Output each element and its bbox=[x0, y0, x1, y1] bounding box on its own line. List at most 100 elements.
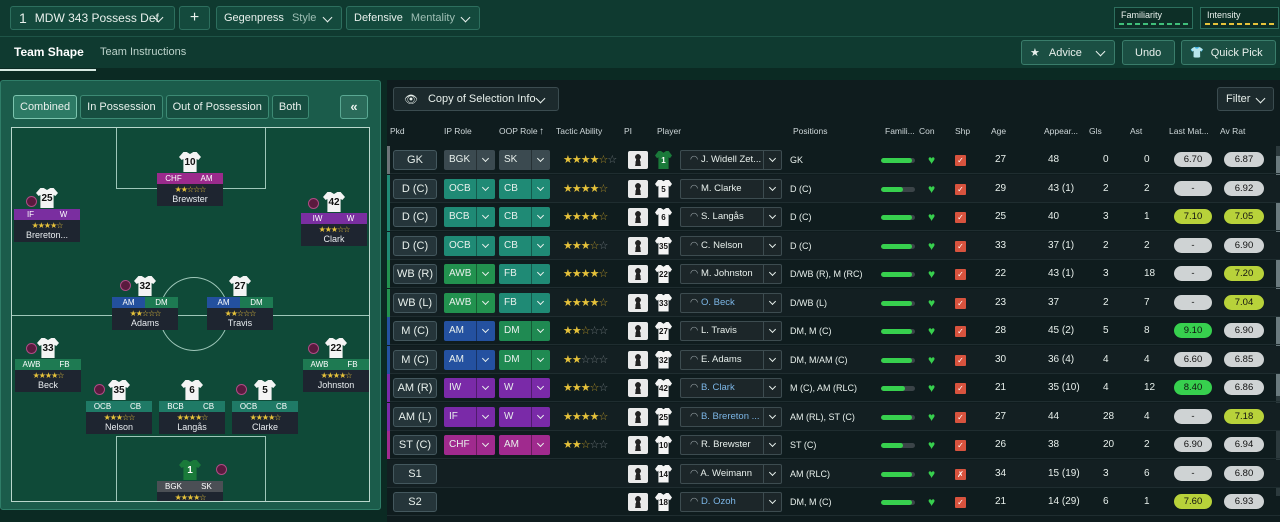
filter-button[interactable]: Filter bbox=[1217, 87, 1274, 111]
col-header-age[interactable]: Age bbox=[991, 126, 1006, 136]
pitch-player[interactable]: 27 AM DM ★★☆☆☆ Travis bbox=[207, 276, 273, 330]
oop-role-selector[interactable]: W bbox=[499, 407, 550, 427]
pitch-player[interactable]: 1BGKSK★★★★☆Widell Ze... bbox=[157, 460, 223, 502]
player-dropdown-chevron[interactable] bbox=[763, 435, 782, 455]
position-slot[interactable]: D (C) bbox=[393, 179, 437, 199]
tab-team-instructions[interactable]: Team Instructions bbox=[100, 46, 186, 58]
col-header-ip-role[interactable]: IP Role bbox=[444, 126, 472, 136]
oop-role-selector[interactable]: FB bbox=[499, 264, 550, 284]
oop-role-selector[interactable]: CB bbox=[499, 207, 550, 227]
col-header-condition[interactable]: Con bbox=[919, 126, 935, 136]
familiarity-meter[interactable]: Familiarity bbox=[1114, 7, 1193, 29]
table-row[interactable]: M (C) AM DM ★★☆☆☆ 32 ◠ E. Adams DM, M/AM (C) ♥ ✓… bbox=[387, 346, 1280, 374]
player-dropdown-chevron[interactable] bbox=[763, 150, 782, 170]
player-instructions-icon[interactable] bbox=[628, 180, 648, 198]
mentality-dropdown[interactable]: Defensive Mentality bbox=[346, 6, 480, 30]
table-row[interactable]: WB (L) AWB FB ★★★★☆ 33 ◠ O. Beck D/WB (L) ♥ ✓ 23 3… bbox=[387, 289, 1280, 317]
position-slot[interactable]: M (C) bbox=[393, 321, 437, 341]
col-header-oop-role[interactable]: OOP Role bbox=[499, 126, 538, 136]
table-row[interactable]: S1 14 ◠ A. Weimann AM (RLC) ♥ ✗ 34 15 (19) 3 6-6.… bbox=[387, 460, 1280, 488]
filter-combined[interactable]: Combined bbox=[13, 95, 77, 119]
table-row[interactable]: D (C) BCB CB ★★★★☆ 6 ◠ S. Langås D (C) ♥ ✓ 25 40 3 1… bbox=[387, 203, 1280, 231]
oop-role-selector[interactable]: DM bbox=[499, 321, 550, 341]
table-row[interactable]: GK BGK SK ★★★★☆☆ 1 ◠ J. Widell Zet... GK ♥ ✓ 27 48… bbox=[387, 146, 1280, 174]
player-instructions-icon[interactable] bbox=[628, 408, 648, 426]
position-slot[interactable]: AM (R) bbox=[393, 378, 437, 398]
oop-role-selector[interactable]: FB bbox=[499, 293, 550, 313]
add-tactic-button[interactable]: + bbox=[179, 6, 210, 30]
col-header-pi[interactable]: PI bbox=[624, 126, 632, 136]
player-instructions-icon[interactable] bbox=[628, 237, 648, 255]
position-slot[interactable]: GK bbox=[393, 150, 437, 170]
undo-button[interactable]: Undo bbox=[1122, 40, 1175, 65]
player-instructions-icon[interactable] bbox=[628, 351, 648, 369]
player-dropdown-chevron[interactable] bbox=[763, 321, 782, 341]
table-row[interactable]: AM (L) IF W ★★★★☆ 25 ◠ B. Brereton ... AM (RL)… bbox=[387, 403, 1280, 431]
ip-role-selector[interactable]: AWB bbox=[444, 293, 495, 313]
tab-team-shape[interactable]: Team Shape bbox=[14, 45, 84, 59]
ip-role-selector[interactable]: AWB bbox=[444, 264, 495, 284]
oop-role-selector[interactable]: SK bbox=[499, 150, 550, 170]
position-slot[interactable]: D (C) bbox=[393, 207, 437, 227]
filter-out-of-possession[interactable]: Out of Possession bbox=[166, 95, 269, 119]
col-header-goals[interactable]: Gls bbox=[1089, 126, 1102, 136]
player-instructions-icon[interactable] bbox=[628, 151, 648, 169]
player-instructions-icon[interactable] bbox=[628, 436, 648, 454]
tactic-selector[interactable]: 1 MDW 343 Possess Def bbox=[10, 6, 175, 30]
player-instructions-icon[interactable] bbox=[628, 322, 648, 340]
ip-role-selector[interactable]: IF bbox=[444, 407, 495, 427]
player-dropdown-chevron[interactable] bbox=[763, 293, 782, 313]
player-dropdown-chevron[interactable] bbox=[763, 207, 782, 227]
player-instructions-icon[interactable] bbox=[628, 493, 648, 511]
table-row[interactable]: D (C) OCB CB ★★★★☆ 5 ◠ M. Clarke D (C) ♥ ✓ 29 43 (… bbox=[387, 175, 1280, 203]
pitch-player[interactable]: 25 IF W ★★★★☆ Brereton... bbox=[14, 188, 80, 242]
col-header-last-match[interactable]: Last Mat... bbox=[1169, 126, 1209, 136]
col-header-average-rating[interactable]: Av Rat bbox=[1220, 126, 1245, 136]
collapse-panel-button[interactable]: « bbox=[340, 95, 368, 119]
table-row[interactable]: WB (R) AWB FB ★★★★☆ 22 ◠ M. Johnston D/WB (R),… bbox=[387, 260, 1280, 288]
player-dropdown-chevron[interactable] bbox=[763, 236, 782, 256]
position-slot[interactable]: S2 bbox=[393, 492, 437, 512]
position-slot[interactable]: ST (C) bbox=[393, 435, 437, 455]
oop-role-selector[interactable]: DM bbox=[499, 350, 550, 370]
ip-role-selector[interactable]: IW bbox=[444, 378, 495, 398]
position-slot[interactable]: WB (R) bbox=[393, 264, 437, 284]
player-dropdown-chevron[interactable] bbox=[763, 492, 782, 512]
table-row[interactable]: ST (C) CHF AM ★★☆☆☆ 10 ◠ R. Brewster ST (C) ♥ ✓ 2… bbox=[387, 431, 1280, 459]
oop-role-selector[interactable]: AM bbox=[499, 435, 550, 455]
table-row[interactable]: AM (R) IW W ★★★☆☆ 42 ◠ B. Clark M (C), AM (RLC… bbox=[387, 374, 1280, 402]
player-instructions-icon[interactable] bbox=[628, 379, 648, 397]
oop-role-selector[interactable]: CB bbox=[499, 236, 550, 256]
table-row[interactable]: S2 18 ◠ D. Ozoh DM, M (C) ♥ ✓ 21 14 (29) 6 1 7.60 6… bbox=[387, 488, 1280, 516]
pitch-player[interactable]: 6 BCB CB ★★★★☆ Langås bbox=[159, 380, 225, 434]
col-header-familiarity[interactable]: Famili... bbox=[885, 126, 915, 136]
col-header-pkd[interactable]: Pkd bbox=[390, 126, 405, 136]
oop-role-selector[interactable]: CB bbox=[499, 179, 550, 199]
ip-role-selector[interactable]: BCB bbox=[444, 207, 495, 227]
player-dropdown-chevron[interactable] bbox=[763, 350, 782, 370]
ip-role-selector[interactable]: AM bbox=[444, 321, 495, 341]
ip-role-selector[interactable]: BGK bbox=[444, 150, 495, 170]
player-dropdown-chevron[interactable] bbox=[763, 264, 782, 284]
player-dropdown-chevron[interactable] bbox=[763, 407, 782, 427]
col-header-tactic-ability[interactable]: Tactic Ability bbox=[556, 126, 602, 136]
advice-button[interactable]: ★ Advice bbox=[1021, 40, 1115, 65]
pitch-player[interactable]: 33 AWB FB ★★★★☆ Beck bbox=[15, 338, 81, 392]
col-header-assists[interactable]: Ast bbox=[1130, 126, 1142, 136]
ip-role-selector[interactable]: OCB bbox=[444, 236, 495, 256]
position-slot[interactable]: S1 bbox=[393, 464, 437, 484]
ip-role-selector[interactable]: OCB bbox=[444, 179, 495, 199]
player-dropdown-chevron[interactable] bbox=[763, 179, 782, 199]
table-row[interactable]: M (C) AM DM ★★☆☆☆ 27 ◠ L. Travis DM, M (C) ♥ ✓ 28… bbox=[387, 317, 1280, 345]
player-dropdown-chevron[interactable] bbox=[763, 378, 782, 398]
style-dropdown[interactable]: Gegenpress Style bbox=[216, 6, 342, 30]
player-dropdown-chevron[interactable] bbox=[763, 464, 782, 484]
col-header-positions[interactable]: Positions bbox=[793, 126, 828, 136]
position-slot[interactable]: D (C) bbox=[393, 236, 437, 256]
player-instructions-icon[interactable] bbox=[628, 465, 648, 483]
col-header-player[interactable]: Player bbox=[657, 126, 681, 136]
table-row[interactable]: D (C) OCB CB ★★★☆☆ 35 ◠ C. Nelson D (C) ♥ ✓ 33 37 … bbox=[387, 232, 1280, 260]
player-instructions-icon[interactable] bbox=[628, 208, 648, 226]
col-header-sharpness[interactable]: Shp bbox=[955, 126, 970, 136]
position-slot[interactable]: M (C) bbox=[393, 350, 437, 370]
